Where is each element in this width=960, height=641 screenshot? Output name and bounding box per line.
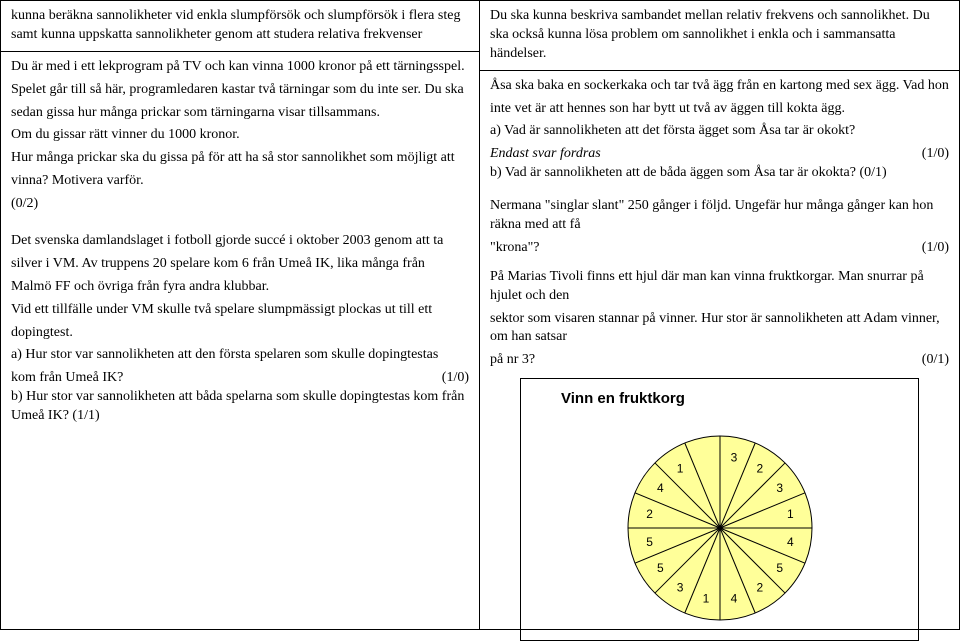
- svg-text:5: 5: [776, 560, 783, 574]
- svg-text:4: 4: [730, 591, 737, 605]
- svg-text:3: 3: [676, 580, 683, 594]
- text: "krona"?: [490, 239, 922, 258]
- endast-svar: Endast svar fordras: [490, 145, 922, 164]
- wheel-box: Vinn en fruktkorg 323145241355241: [520, 378, 919, 640]
- text: På Marias Tivoli finns ett hjul där man …: [490, 268, 949, 306]
- svg-text:1: 1: [702, 591, 709, 605]
- wheel-wrap: 323145241355241: [531, 416, 908, 636]
- text: på nr 3?: [490, 351, 922, 370]
- text: Åsa ska baka en sockerkaka och tar två ä…: [490, 77, 949, 96]
- svg-text:1: 1: [676, 461, 683, 475]
- score: (0/1): [922, 351, 949, 370]
- text: vinna? Motivera varför.: [11, 172, 469, 191]
- right-intro: Du ska kunna beskriva sambandet mellan r…: [490, 7, 949, 64]
- text: Hur många prickar ska du gissa på för at…: [11, 149, 469, 168]
- score-line: kom från Umeå IK? (1/0): [11, 369, 469, 388]
- svg-text:1: 1: [787, 507, 794, 521]
- svg-text:3: 3: [776, 481, 783, 495]
- text: inte vet är att hennes son har bytt ut t…: [490, 100, 949, 119]
- spacer: [490, 258, 949, 268]
- text: Vid ett tillfälle under VM skulle två sp…: [11, 301, 469, 320]
- score-line: "krona"? (1/0): [490, 239, 949, 258]
- text: sektor som visaren stannar på vinner. Hu…: [490, 310, 949, 348]
- svg-text:2: 2: [646, 507, 653, 521]
- score: (1/0): [922, 239, 949, 258]
- wheel-chart: 323145241355241: [610, 416, 830, 636]
- svg-text:2: 2: [756, 580, 763, 594]
- wheel-title: Vinn en fruktkorg: [561, 389, 908, 409]
- page: kunna beräkna sannolikheter vid enkla sl…: [0, 0, 960, 630]
- text: Du är med i ett lekprogram på TV och kan…: [11, 58, 469, 77]
- text: b) Hur stor var sannolikheten att båda s…: [11, 388, 469, 426]
- text: Spelet går till så här, programledaren k…: [11, 81, 469, 100]
- svg-text:3: 3: [730, 450, 737, 464]
- left-intro: kunna beräkna sannolikheter vid enkla sl…: [11, 7, 469, 45]
- text: silver i VM. Av truppens 20 spelare kom …: [11, 255, 469, 274]
- text: sedan gissa hur många prickar som tärnin…: [11, 104, 469, 123]
- score: (1/0): [922, 145, 949, 164]
- svg-text:4: 4: [656, 481, 663, 495]
- score: (1/0): [442, 369, 469, 388]
- left-column: kunna beräkna sannolikheter vid enkla sl…: [1, 1, 480, 629]
- text: b) Vad är sannolikheten att de båda ägge…: [490, 164, 949, 183]
- text: Nermana "singlar slant" 250 gånger i föl…: [490, 197, 949, 235]
- text: Om du gissar rätt vinner du 1000 kronor.: [11, 126, 469, 145]
- spacer: [490, 187, 949, 197]
- svg-text:5: 5: [646, 534, 653, 548]
- text: Det svenska damlandslaget i fotboll gjor…: [11, 232, 469, 251]
- text: a) Vad är sannolikheten att det första ä…: [490, 122, 949, 141]
- spacer: [11, 218, 469, 232]
- text: Malmö FF och övriga från fyra andra klub…: [11, 278, 469, 297]
- text: kom från Umeå IK?: [11, 369, 442, 388]
- score: (0/2): [11, 195, 469, 214]
- svg-text:5: 5: [656, 560, 663, 574]
- score-line: på nr 3? (0/1): [490, 351, 949, 370]
- right-column: Du ska kunna beskriva sambandet mellan r…: [480, 1, 959, 629]
- text: a) Hur stor var sannolikheten att den fö…: [11, 346, 469, 365]
- svg-text:2: 2: [756, 461, 763, 475]
- divider: [480, 70, 959, 71]
- divider: [1, 51, 479, 52]
- text: dopingtest.: [11, 324, 469, 343]
- svg-text:4: 4: [787, 534, 794, 548]
- score-line: Endast svar fordras (1/0): [490, 145, 949, 164]
